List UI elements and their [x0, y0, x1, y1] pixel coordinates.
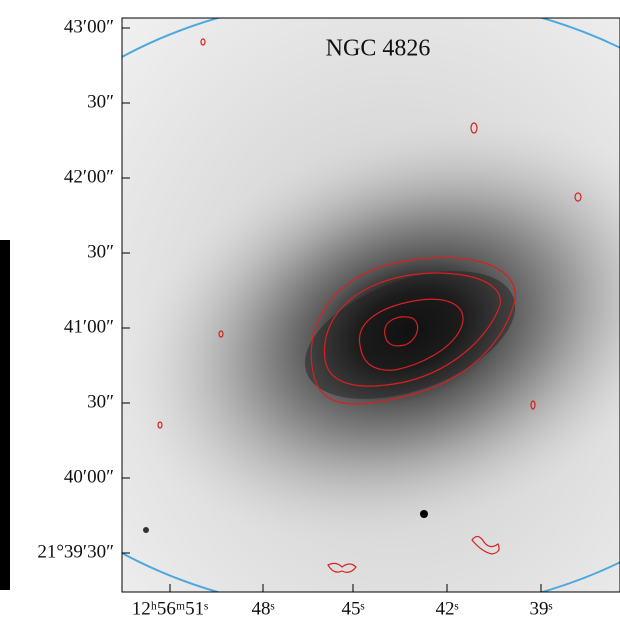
x-label: 45ˢ — [341, 598, 364, 619]
y-label: 42′00″ — [64, 166, 114, 187]
x-label: 39ˢ — [529, 598, 552, 619]
contours — [157, 38, 582, 573]
edge-bar — [0, 240, 10, 590]
x-label: 42ˢ — [435, 598, 458, 619]
image — [122, 18, 620, 592]
y-label: 30″ — [87, 391, 114, 412]
y-label: 41′00″ — [64, 316, 114, 337]
y-label: 30″ — [87, 241, 114, 262]
title: NGC 4826 — [326, 36, 431, 62]
y-label: 40′00″ — [64, 466, 114, 487]
frame — [121, 17, 620, 593]
x-label: 48ˢ — [251, 598, 274, 619]
y-label: 30″ — [87, 91, 114, 112]
x-label: 12ʰ56ᵐ51ˢ — [132, 598, 208, 619]
y-label: 43′00″ — [64, 16, 114, 37]
y-label: 21°39′30″ — [37, 541, 114, 562]
